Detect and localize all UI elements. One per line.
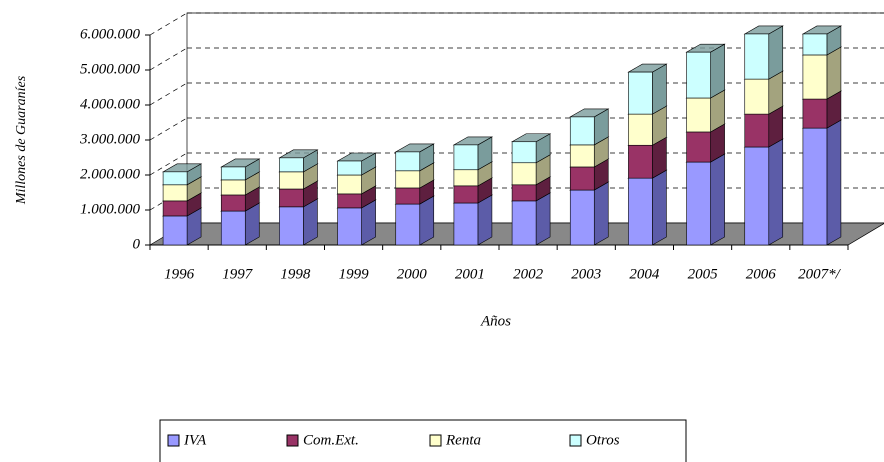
bar-segment: [628, 144, 653, 179]
bar-side: [419, 195, 435, 246]
bar-segment: [686, 131, 711, 163]
grid-line: [149, 12, 188, 36]
bar-segment: [279, 206, 304, 246]
bar-segment: [162, 184, 188, 202]
bar-segment: [511, 162, 537, 186]
bar-side: [710, 153, 725, 246]
bar-side: [652, 169, 667, 246]
bar-side: [826, 46, 842, 100]
x-tick-label: 1998: [280, 266, 311, 282]
bar-segment: [453, 144, 479, 171]
legend-label: Otros: [586, 432, 620, 448]
x-tick-label: 1999: [339, 266, 370, 282]
bar-segment: [453, 185, 479, 204]
y-tick-label: 2.000.000: [80, 166, 141, 182]
bar-segment: [395, 187, 421, 205]
bar-side: [768, 138, 784, 246]
bar-side: [535, 192, 551, 246]
bar-segment: [569, 189, 595, 246]
bar-segment: [220, 210, 246, 246]
bar-segment: [220, 166, 246, 181]
bar-segment: [744, 33, 770, 80]
y-tick-label: 0: [133, 236, 141, 252]
legend-label: Com.Ext.: [303, 432, 359, 448]
bar-side: [710, 43, 725, 99]
bar-segment: [511, 141, 537, 164]
y-axis-label: Millones de Guaraníes: [14, 75, 29, 205]
bar-segment: [279, 171, 304, 190]
bar-segment: [686, 161, 711, 246]
legend-swatch: [569, 434, 582, 447]
x-tick-label: 2000: [397, 266, 428, 282]
x-tick-label: 1997: [222, 266, 254, 282]
bar-segment: [337, 174, 362, 195]
legend-label: Renta: [445, 432, 481, 448]
x-tick-label: 2005: [688, 266, 719, 282]
bar-segment: [220, 194, 246, 212]
bar-segment: [395, 203, 421, 246]
bar-segment: [744, 113, 770, 148]
bar-segment: [453, 202, 479, 246]
grid-line: [149, 82, 188, 106]
bar-segment: [279, 188, 304, 208]
bar-segment: [569, 144, 595, 168]
bar-segment: [802, 54, 828, 100]
x-tick-label: 2007*/: [798, 266, 842, 282]
bar-segment: [337, 193, 362, 209]
bar-segment: [802, 127, 828, 246]
bar-segment: [686, 97, 711, 133]
x-tick-label: 2006: [746, 266, 777, 282]
x-tick-label: 1996: [164, 266, 195, 282]
grid-line: [149, 117, 188, 141]
bar-segment: [569, 116, 595, 146]
bar-segment: [628, 177, 653, 246]
y-tick-label: 4.000.000: [80, 96, 141, 112]
bar-side: [477, 194, 493, 246]
bar-segment: [569, 166, 595, 191]
x-axis-label: Años: [480, 313, 511, 329]
bar-segment: [628, 113, 653, 146]
legend-swatch: [429, 434, 442, 447]
bar-segment: [511, 184, 537, 202]
bar-segment: [220, 179, 246, 196]
bar-segment: [744, 146, 770, 246]
bar-segment: [337, 160, 362, 176]
legend-box: [159, 419, 687, 462]
x-tick-label: 2003: [571, 266, 601, 282]
bar-segment: [802, 98, 828, 129]
bar-segment: [628, 71, 653, 115]
bar-segment: [511, 200, 537, 246]
bar-segment: [395, 151, 421, 172]
bar-segment: [162, 200, 188, 217]
grid-line: [149, 152, 188, 176]
bar-segment: [162, 171, 188, 186]
y-tick-label: 5.000.000: [80, 61, 141, 77]
bar-segment: [279, 157, 304, 173]
bar-segment: [162, 215, 188, 246]
y-tick-label: 3.000.000: [79, 131, 141, 147]
bar-segment: [453, 169, 479, 187]
bar-segment: [337, 207, 362, 246]
legend-swatch: [167, 434, 180, 447]
legend-swatch: [286, 434, 299, 447]
bar-side: [768, 25, 784, 80]
x-tick-label: 2002: [513, 266, 544, 282]
bar-side: [826, 119, 842, 246]
grid-line: [149, 47, 188, 71]
legend-label: IVA: [183, 432, 207, 448]
x-tick-label: 2001: [455, 266, 485, 282]
y-tick-label: 6.000.000: [80, 26, 141, 42]
bar-segment: [395, 170, 421, 189]
bar-segment: [686, 51, 711, 99]
bar-side: [593, 181, 609, 246]
bar-side: [652, 63, 667, 115]
x-tick-label: 2004: [629, 266, 660, 282]
y-tick-label: 1.000.000: [80, 201, 141, 217]
bar-segment: [744, 78, 770, 115]
bar-segment: [802, 33, 828, 56]
